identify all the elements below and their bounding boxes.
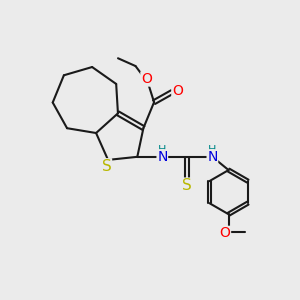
Text: N: N <box>207 150 218 164</box>
Text: S: S <box>102 159 111 174</box>
Text: O: O <box>220 226 230 240</box>
Text: H: H <box>208 145 217 155</box>
Text: H: H <box>158 145 166 155</box>
Text: O: O <box>172 85 183 98</box>
Text: S: S <box>182 178 192 193</box>
Text: O: O <box>141 72 152 86</box>
Text: N: N <box>157 150 167 164</box>
